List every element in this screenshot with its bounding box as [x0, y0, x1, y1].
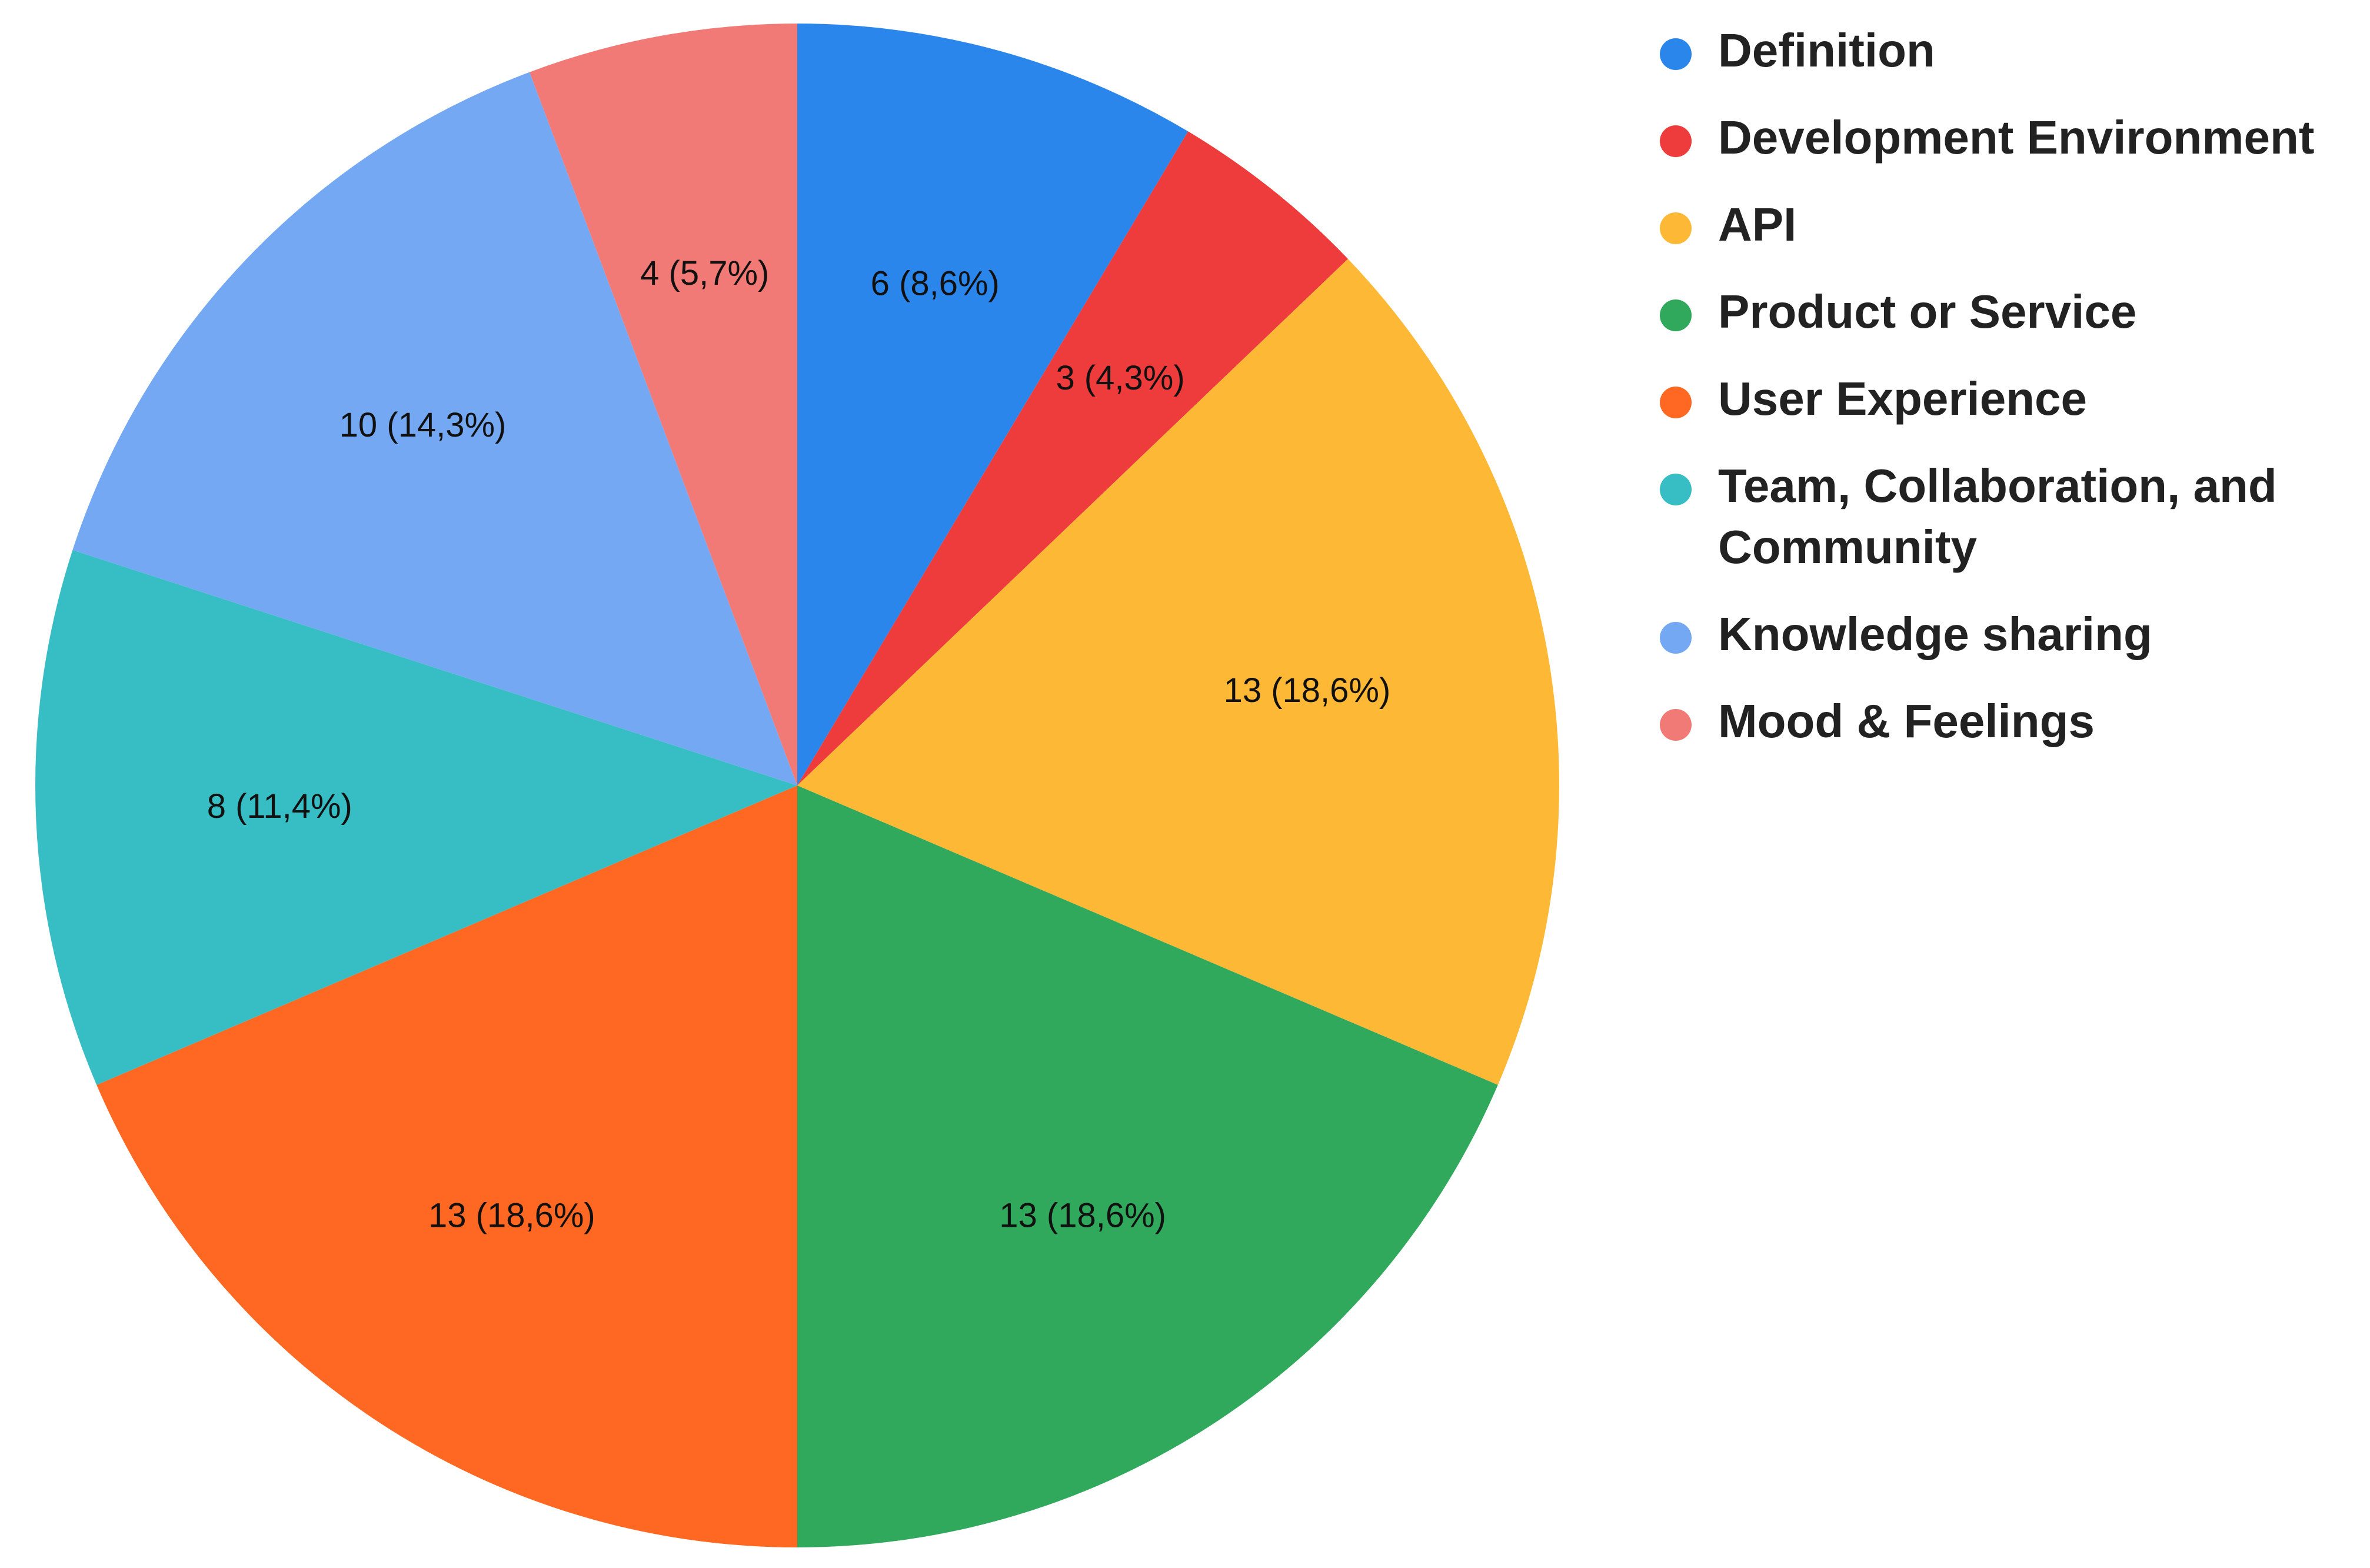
legend-item-team-collaboration-and-community: Team, Collaboration, and Community — [1660, 460, 2277, 573]
pie-slice-product-or-service — [797, 785, 1498, 1547]
legend-swatch-mood-feelings — [1660, 709, 1692, 741]
legend-item-mood-feelings: Mood & Feelings — [1660, 695, 2095, 747]
legend: Definition Development Environment API Prod… — [1660, 24, 2315, 747]
legend-swatch-knowledge-sharing — [1660, 622, 1692, 654]
legend-swatch-team-collaboration-and-community — [1660, 474, 1692, 505]
legend-label-team-collaboration-and-community-line-1: Team, Collaboration, and — [1718, 460, 2277, 512]
legend-swatch-api — [1660, 212, 1692, 244]
legend-swatch-user-experience — [1660, 387, 1692, 418]
pie-slice-api — [797, 259, 1559, 1085]
legend-swatch-product-or-service — [1660, 299, 1692, 331]
pie-slice-team-collaboration-and-community — [35, 550, 797, 1085]
pie-slice-knowledge-sharing — [72, 72, 797, 786]
slice-label-user-experience: 13 (18,6%) — [428, 1196, 595, 1234]
pie-slice-definition — [797, 24, 1189, 785]
slice-label-development-environment: 3 (4,3%) — [1056, 359, 1184, 397]
legend-item-definition: Definition — [1660, 24, 1935, 76]
slice-labels: 6 (8,6%) 3 (4,3%) 13 (18,6%) 13 (18,6%) 13 (… — [207, 254, 1391, 1234]
legend-label-mood-feelings: Mood & Feelings — [1718, 695, 2095, 747]
legend-item-knowledge-sharing: Knowledge sharing — [1660, 608, 2152, 660]
legend-label-product-or-service: Product or Service — [1718, 285, 2136, 338]
pie-slice-user-experience — [96, 785, 797, 1547]
legend-label-user-experience: User Experience — [1718, 372, 2087, 425]
legend-label-knowledge-sharing: Knowledge sharing — [1718, 608, 2152, 660]
pie-slices — [35, 24, 1559, 1547]
legend-item-user-experience: User Experience — [1660, 372, 2087, 425]
slice-label-mood-feelings: 4 (5,7%) — [640, 254, 769, 292]
legend-item-api: API — [1660, 198, 1796, 251]
legend-label-definition: Definition — [1718, 24, 1935, 76]
legend-item-product-or-service: Product or Service — [1660, 285, 2136, 338]
slice-label-definition: 6 (8,6%) — [871, 264, 1000, 302]
slice-label-team-collaboration-and-community: 8 (11,4%) — [207, 787, 352, 825]
legend-label-api: API — [1718, 198, 1796, 251]
slice-label-api: 13 (18,6%) — [1224, 671, 1391, 710]
slice-label-product-or-service: 13 (18,6%) — [999, 1196, 1166, 1234]
legend-item-development-environment: Development Environment — [1660, 111, 2315, 164]
legend-swatch-development-environment — [1660, 125, 1692, 157]
legend-label-development-environment: Development Environment — [1718, 111, 2315, 164]
legend-swatch-definition — [1660, 38, 1692, 70]
slice-label-knowledge-sharing: 10 (14,3%) — [339, 406, 507, 444]
pie-slice-mood-feelings — [529, 24, 797, 785]
pie-slice-development-environment — [797, 131, 1349, 785]
legend-label-team-collaboration-and-community-line-2: Community — [1718, 521, 1978, 573]
